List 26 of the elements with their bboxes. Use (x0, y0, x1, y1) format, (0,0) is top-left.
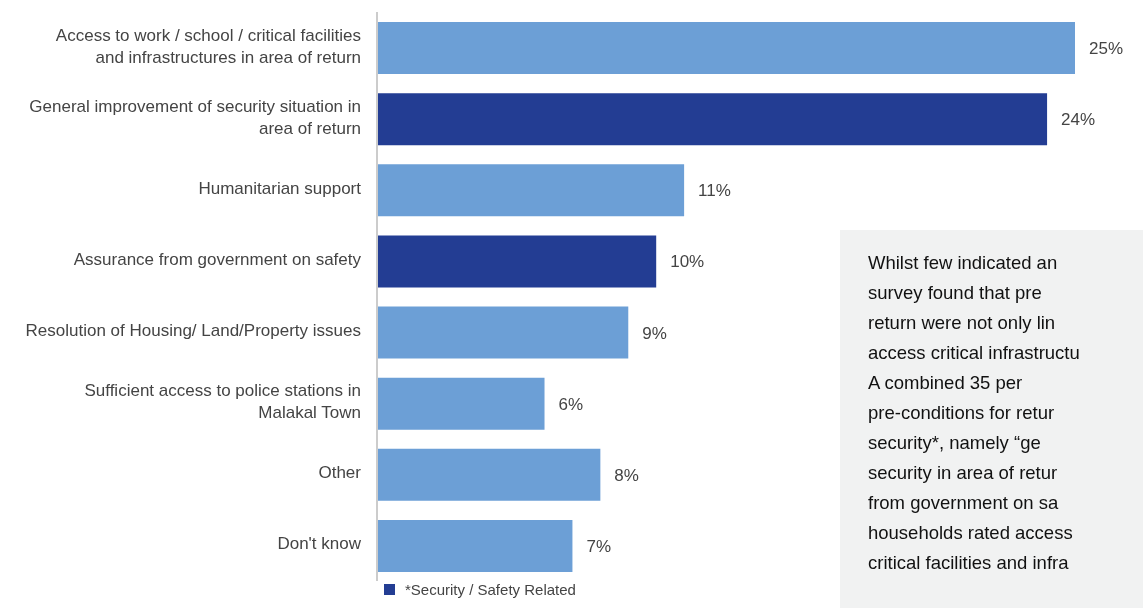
bar (377, 164, 685, 217)
data-label: 9% (642, 323, 667, 343)
bar (377, 235, 657, 288)
bar (377, 377, 545, 430)
y-tick-label: Humanitarian support (198, 179, 362, 199)
data-label: 11% (698, 181, 731, 201)
y-tick-label: Resolution of Housing/ Land/Property issues (25, 321, 361, 341)
y-tick-label: Other (318, 463, 362, 483)
text-panel: Whilst few indicated an survey found that pre return were not only lin access critical infrastructu A combined 35 per pre-conditions for retur security*, namely “ge security in area of retur from government on sa households rated access critical facilities and infra (840, 230, 1143, 608)
data-label: 10% (670, 252, 705, 272)
y-tick-label: Assurance from government on safety (73, 250, 362, 270)
data-label: 25% (1089, 39, 1124, 59)
y-tick-label: Sufficient access to police stations in Malakal Town (84, 381, 361, 423)
y-tick-label: General improvement of security situation in area of return (29, 97, 361, 139)
data-label: 8% (614, 465, 639, 485)
bar (377, 306, 629, 359)
data-label: 24% (1061, 110, 1096, 130)
bar (377, 519, 573, 572)
data-label: 6% (558, 394, 584, 414)
legend-label: *Security / Safety Related (404, 581, 576, 598)
bar (377, 448, 601, 501)
y-tick-label: Access to work / school / critical facilities and infrastructures in area of return (55, 26, 361, 68)
data-label: 7% (586, 536, 612, 556)
y-tick-label: Don't know (277, 534, 362, 554)
bar (377, 93, 1048, 146)
bar (377, 22, 1075, 74)
